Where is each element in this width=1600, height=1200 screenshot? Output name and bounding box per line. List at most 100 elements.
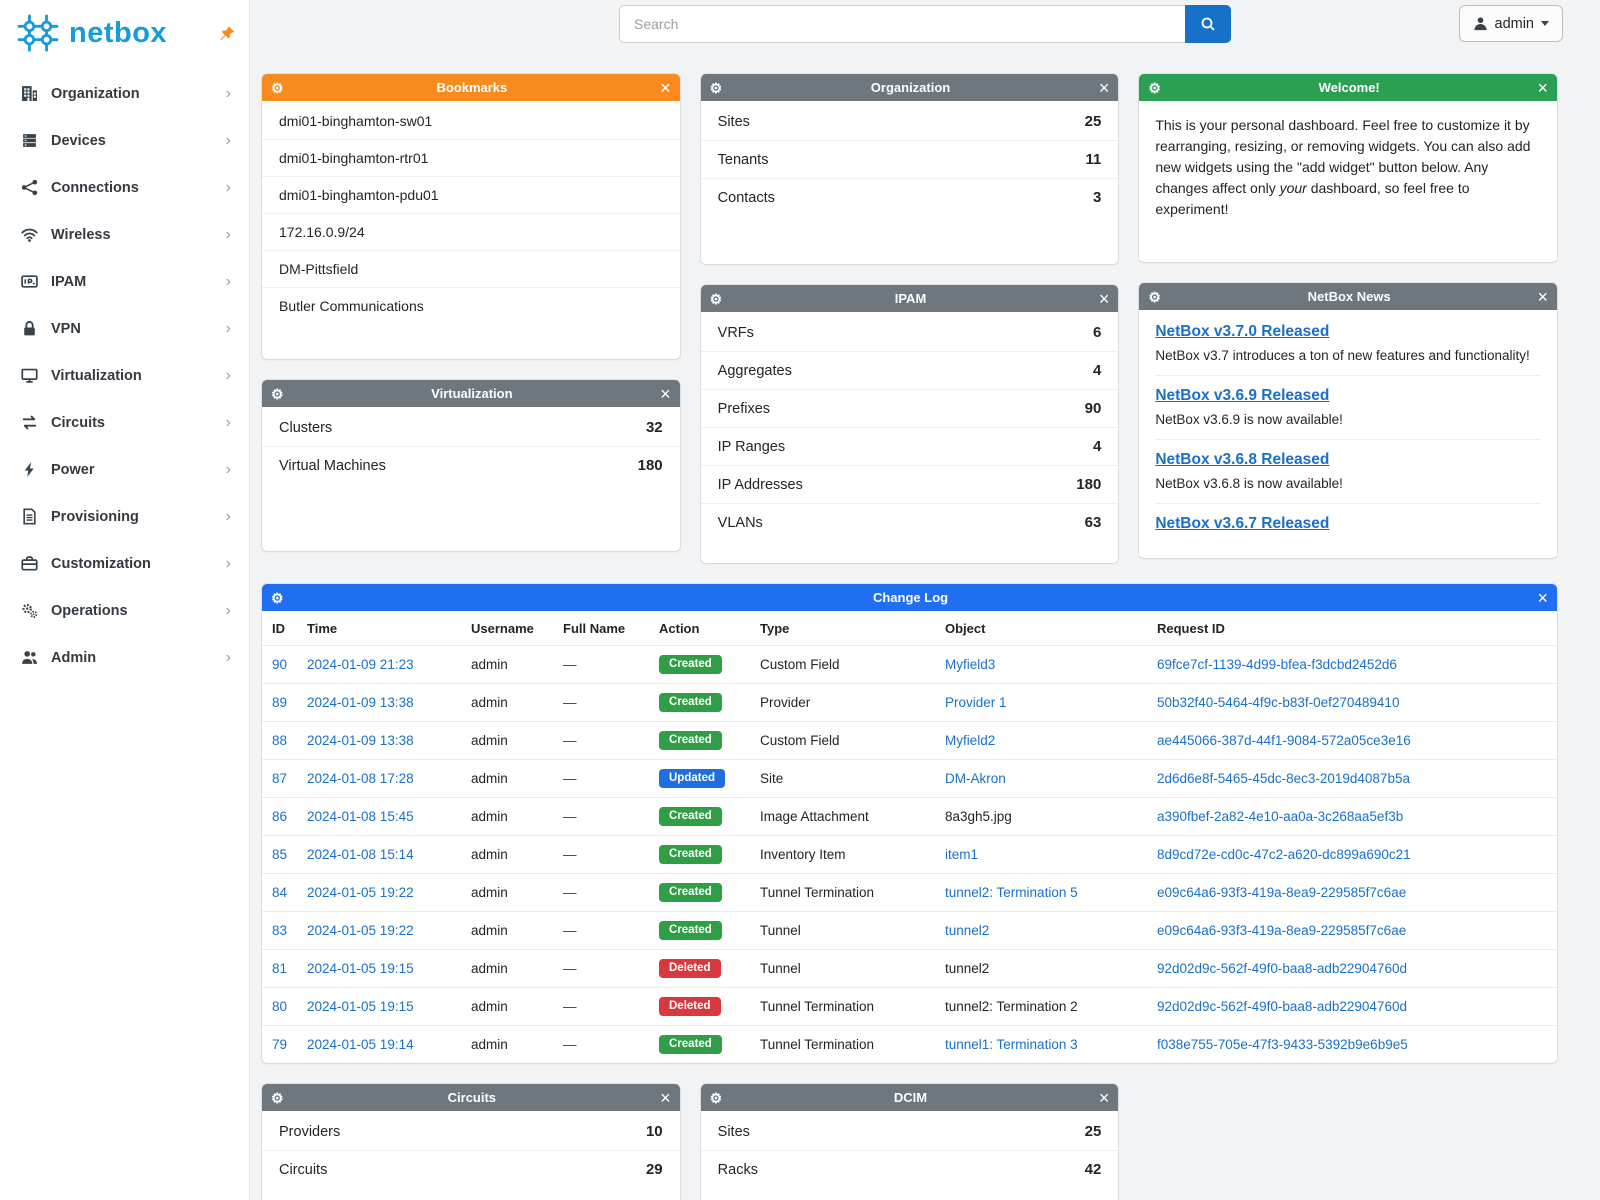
sidebar-item-devices[interactable]: Devices › <box>0 117 249 164</box>
changelog-column-header[interactable]: ID <box>272 621 285 636</box>
news-headline-link[interactable]: NetBox v3.6.9 Released <box>1155 387 1330 404</box>
search-button[interactable] <box>1185 5 1231 43</box>
widget-settings-icon[interactable]: ⚙ <box>271 385 284 402</box>
changelog-column-header[interactable]: Request ID <box>1157 621 1225 636</box>
widget-settings-icon[interactable]: ⚙ <box>1148 288 1161 305</box>
news-headline-link[interactable]: NetBox v3.6.8 Released <box>1155 451 1330 468</box>
changelog-id-link[interactable]: 83 <box>272 923 288 938</box>
search-input[interactable] <box>619 5 1185 43</box>
changelog-time-link[interactable]: 2024-01-08 17:28 <box>307 771 414 786</box>
stat-row[interactable]: Tenants 11 <box>700 140 1119 178</box>
changelog-column-header[interactable]: Type <box>760 621 790 636</box>
changelog-object-link[interactable]: tunnel1: Termination 3 <box>945 1037 1078 1052</box>
widget-close-icon[interactable]: × <box>1537 286 1548 307</box>
stat-row[interactable]: Aggregates 4 <box>700 351 1119 389</box>
sidebar-item-operations[interactable]: Operations › <box>0 587 249 634</box>
widget-close-icon[interactable]: × <box>1098 77 1110 98</box>
widget-settings-icon[interactable]: ⚙ <box>271 1089 284 1106</box>
widget-settings-icon[interactable]: ⚙ <box>709 1089 723 1106</box>
bookmark-item[interactable]: dmi01-binghamton-pdu01 <box>262 176 680 213</box>
widget-settings-icon[interactable]: ⚙ <box>1148 79 1161 96</box>
widget-close-icon[interactable]: × <box>660 77 671 98</box>
changelog-id-link[interactable]: 79 <box>272 1037 288 1052</box>
sidebar-item-power[interactable]: Power › <box>0 446 249 493</box>
widget-close-icon[interactable]: × <box>1537 587 1548 608</box>
stat-row[interactable]: VLANs 63 <box>700 503 1119 541</box>
bookmark-item[interactable]: DM-Pittsfield <box>262 250 680 287</box>
changelog-object-link[interactable]: tunnel2: Termination 5 <box>945 885 1078 900</box>
changelog-object-link[interactable]: Myfield2 <box>945 733 996 748</box>
changelog-id-link[interactable]: 89 <box>272 695 288 710</box>
changelog-time-link[interactable]: 2024-01-05 19:22 <box>307 923 414 938</box>
widget-close-icon[interactable]: × <box>660 1087 671 1108</box>
sidebar-item-virtualization[interactable]: Virtualization › <box>0 352 249 399</box>
changelog-time-link[interactable]: 2024-01-09 13:38 <box>307 695 414 710</box>
user-menu-button[interactable]: admin <box>1458 5 1563 42</box>
widget-settings-icon[interactable]: ⚙ <box>271 79 284 96</box>
widget-close-icon[interactable]: × <box>1098 1087 1110 1108</box>
changelog-request-id-link[interactable]: 69fce7cf-1139-4d99-bfea-f3dcbd2452d6 <box>1157 657 1397 672</box>
changelog-request-id-link[interactable]: e09c64a6-93f3-419a-8ea9-229585f7c6ae <box>1157 885 1407 900</box>
sidebar-item-vpn[interactable]: VPN › <box>0 305 249 352</box>
changelog-object-link[interactable]: item1 <box>945 847 979 862</box>
changelog-id-link[interactable]: 85 <box>272 847 288 862</box>
changelog-time-link[interactable]: 2024-01-05 19:14 <box>307 1037 414 1052</box>
stat-row[interactable]: Prefixes 90 <box>700 389 1119 427</box>
changelog-request-id-link[interactable]: 2d6d6e8f-5465-45dc-8ec3-2019d4087b5a <box>1157 771 1410 786</box>
changelog-request-id-link[interactable]: ae445066-387d-44f1-9084-572a05ce3e16 <box>1157 733 1411 748</box>
sidebar-pin-icon[interactable] <box>220 26 235 41</box>
widget-close-icon[interactable]: × <box>660 383 671 404</box>
netbox-logo[interactable]: netbox <box>0 0 249 70</box>
changelog-request-id-link[interactable]: a390fbef-2a82-4e10-aa0a-3c268aa5ef3b <box>1157 809 1404 824</box>
stat-row[interactable]: Contacts 3 <box>700 178 1119 216</box>
changelog-time-link[interactable]: 2024-01-09 13:38 <box>307 733 414 748</box>
changelog-object-link[interactable]: 8a3gh5.jpg <box>945 809 1012 824</box>
widget-settings-icon[interactable]: ⚙ <box>709 79 723 96</box>
changelog-request-id-link[interactable]: 50b32f40-5464-4f9c-b83f-0ef270489410 <box>1157 695 1400 710</box>
changelog-id-link[interactable]: 86 <box>272 809 288 824</box>
changelog-id-link[interactable]: 87 <box>272 771 288 786</box>
sidebar-item-customization[interactable]: Customization › <box>0 540 249 587</box>
changelog-column-header[interactable]: Time <box>307 621 338 636</box>
changelog-id-link[interactable]: 84 <box>272 885 288 900</box>
changelog-time-link[interactable]: 2024-01-08 15:14 <box>307 847 414 862</box>
changelog-object-link[interactable]: Myfield3 <box>945 657 996 672</box>
bookmark-item[interactable]: dmi01-binghamton-sw01 <box>279 113 433 129</box>
changelog-request-id-link[interactable]: 8d9cd72e-cd0c-47c2-a620-dc899a690c21 <box>1157 847 1411 862</box>
widget-close-icon[interactable]: × <box>1098 288 1110 309</box>
stat-row[interactable]: Circuits 29 <box>262 1150 680 1188</box>
changelog-column-header[interactable]: Full Name <box>563 621 626 636</box>
changelog-request-id-link[interactable]: e09c64a6-93f3-419a-8ea9-229585f7c6ae <box>1157 923 1407 938</box>
changelog-column-header[interactable]: Action <box>659 621 700 636</box>
changelog-id-link[interactable]: 90 <box>272 657 288 672</box>
changelog-id-link[interactable]: 80 <box>272 999 288 1014</box>
bookmark-item[interactable]: 172.16.0.9/24 <box>262 213 680 250</box>
stat-row[interactable]: Providers 10 <box>262 1113 680 1150</box>
widget-close-icon[interactable]: × <box>1537 77 1548 98</box>
sidebar-item-ipam[interactable]: IPAM › <box>0 258 249 305</box>
changelog-time-link[interactable]: 2024-01-08 15:45 <box>307 809 414 824</box>
sidebar-item-connections[interactable]: Connections › <box>0 164 249 211</box>
stat-row[interactable]: Clusters 32 <box>262 409 680 446</box>
stat-row[interactable]: Sites 25 <box>701 103 1119 140</box>
sidebar-item-circuits[interactable]: Circuits › <box>0 399 249 446</box>
changelog-time-link[interactable]: 2024-01-05 19:22 <box>307 885 414 900</box>
changelog-object-link[interactable]: DM-Akron <box>945 771 1006 786</box>
changelog-time-link[interactable]: 2024-01-05 19:15 <box>307 999 414 1014</box>
changelog-object-link[interactable]: Provider 1 <box>945 695 1007 710</box>
bookmark-item[interactable]: dmi01-binghamton-rtr01 <box>262 139 680 176</box>
changelog-column-header[interactable]: Username <box>471 621 534 636</box>
news-headline-link[interactable]: NetBox v3.6.7 Released <box>1155 515 1330 532</box>
stat-row[interactable]: IP Addresses 180 <box>700 465 1119 503</box>
stat-row[interactable]: IP Ranges 4 <box>700 427 1119 465</box>
widget-settings-icon[interactable]: ⚙ <box>709 290 723 307</box>
sidebar-item-admin[interactable]: Admin › <box>0 634 249 681</box>
bookmark-item[interactable]: Butler Communications <box>262 287 680 324</box>
changelog-object-link[interactable]: tunnel2 <box>945 961 990 976</box>
changelog-time-link[interactable]: 2024-01-09 21:23 <box>307 657 414 672</box>
changelog-time-link[interactable]: 2024-01-05 19:15 <box>307 961 414 976</box>
stat-row[interactable]: Sites 25 <box>701 1113 1119 1150</box>
sidebar-item-organization[interactable]: Organization › <box>0 70 249 117</box>
changelog-column-header[interactable]: Object <box>945 621 986 636</box>
changelog-id-link[interactable]: 81 <box>272 961 288 976</box>
